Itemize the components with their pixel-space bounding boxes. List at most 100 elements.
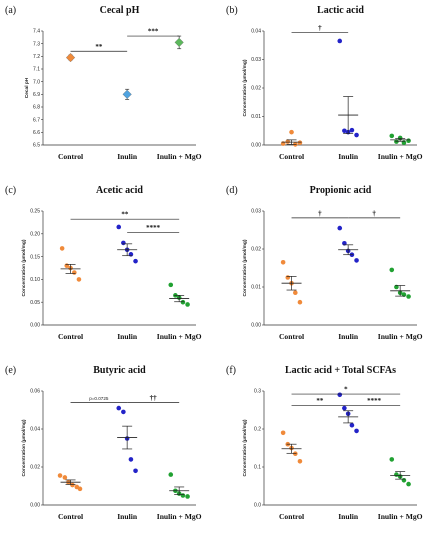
y-tick-label: 7.3 (33, 41, 40, 47)
data-point (293, 451, 298, 457)
y-tick-label: 0.25 (30, 209, 40, 215)
panel-b: (b) Lactic acid 0.00 0.01 0.02 0.03 0.04 Concen… (226, 5, 423, 161)
mean-marker (65, 53, 76, 63)
panel-title: Lactic acid + Total SCFAs (285, 365, 396, 376)
x-category-label: Inulin (117, 512, 138, 521)
data-point (121, 409, 126, 415)
x-category-label: Inulin (117, 152, 138, 161)
data-point (116, 224, 122, 230)
mean-marker (174, 37, 184, 47)
y-tick-label: 0.02 (251, 86, 261, 92)
significance-label: ** (95, 43, 103, 51)
data-point (342, 405, 347, 411)
y-axis-label: Cecal pH (24, 77, 30, 98)
y-tick-label: 0.03 (251, 57, 261, 63)
data-point (133, 468, 138, 474)
y-tick-label: 0.20 (30, 232, 40, 238)
data-point (168, 472, 174, 477)
data-point (180, 493, 186, 498)
data-point (297, 459, 303, 464)
panel-a: (a) Cecal pH 6.5 6.6 6.7 6.8 6.9 7.0 7.1 7.2 7.3 7.… (5, 5, 202, 161)
data-point (285, 275, 291, 280)
y-tick-label: 0.01 (251, 114, 261, 120)
data-point (342, 241, 347, 246)
data-point (401, 292, 407, 297)
x-category-label: Control (279, 512, 304, 521)
x-category-label: Inulin + MgO (378, 512, 423, 521)
y-tick-label: 7.1 (33, 67, 40, 73)
y-tick-label: 0.06 (30, 389, 40, 395)
x-category-label: Control (58, 152, 83, 161)
panel-d: (d) Propionic acid 0.00 0.01 0.02 0.03 Concent… (226, 185, 423, 341)
y-tick-label: 6.8 (33, 105, 40, 111)
y-tick-label: 0.05 (30, 300, 40, 306)
data-point (354, 132, 359, 138)
significance-label: **** (367, 397, 382, 405)
data-point (389, 267, 395, 273)
significance-label: *** (148, 28, 159, 36)
data-point (57, 473, 63, 478)
y-tick-label: 0.04 (251, 29, 261, 35)
panel-label: (c) (5, 185, 16, 196)
x-category-label: Inulin + MgO (157, 152, 202, 161)
y-tick-label: 7.0 (33, 79, 40, 85)
significance-label: † (318, 24, 322, 32)
data-point (285, 139, 291, 144)
y-tick-label: 7.2 (33, 54, 40, 60)
y-axis-label: Concentration (µmol/mg) (242, 239, 248, 296)
data-point (168, 282, 174, 288)
data-point (72, 270, 77, 275)
data-point (293, 290, 298, 296)
significance-label: ** (316, 397, 324, 405)
y-tick-label: 0.15 (30, 254, 40, 260)
y-tick-label: 0.02 (30, 465, 40, 471)
data-point (59, 246, 65, 251)
y-axis-label: Concentration (µmol/mg) (21, 419, 27, 476)
mean-marker (122, 89, 132, 99)
data-point (62, 475, 68, 480)
x-category-label: Inulin + MgO (378, 152, 423, 161)
data-point (121, 240, 126, 246)
y-tick-label: 0.2 (254, 427, 261, 433)
data-point (406, 481, 411, 487)
data-point (349, 127, 355, 133)
y-tick-label: 0.00 (251, 143, 261, 149)
data-point (297, 140, 303, 146)
data-point (185, 302, 190, 307)
y-tick-label: 6.6 (33, 130, 40, 136)
y-axis-label: Concentration (µmol/mg) (242, 59, 248, 116)
data-point (116, 405, 122, 411)
panel-f: (f) Lactic acid + Total SCFAs 0.0 0.1 0.2 0.3… (226, 365, 423, 521)
data-point (354, 258, 359, 263)
significance-label: † (318, 209, 322, 217)
significance-label: * (344, 386, 348, 394)
panel-e: (e) Butyric acid 0.00 0.02 0.04 0.06 Concentra… (5, 365, 202, 521)
x-category-label: Control (58, 512, 83, 521)
y-tick-label: 0.00 (30, 503, 40, 509)
data-point (77, 486, 83, 492)
data-point (406, 294, 411, 299)
x-category-label: Control (58, 332, 83, 341)
y-tick-label: 6.7 (33, 117, 40, 123)
data-point (180, 299, 186, 305)
panel-title: Butyric acid (93, 365, 146, 376)
data-point (128, 457, 134, 462)
significance-label: p=0.0725 (89, 396, 109, 401)
y-tick-label: 0.01 (251, 285, 261, 291)
y-tick-label: 0.02 (251, 247, 261, 253)
y-axis-label: Concentration (µmol/mg) (242, 419, 248, 476)
panel-title: Propionic acid (310, 185, 372, 196)
panel-label: (f) (226, 365, 236, 376)
y-tick-label: 0.3 (254, 389, 261, 395)
data-point (70, 482, 75, 488)
x-category-label: Control (279, 152, 304, 161)
data-point (289, 129, 294, 135)
y-axis-label: Concentration (µmol/mg) (21, 239, 27, 296)
panel-c: (c) Acetic acid 0.00 0.05 0.10 0.15 0.20 0.25 Co… (5, 185, 202, 341)
panel-title: Lactic acid (317, 5, 364, 16)
data-point (389, 457, 395, 462)
x-category-label: Inulin + MgO (157, 512, 202, 521)
panel-title: Acetic acid (96, 185, 143, 196)
data-point (133, 258, 138, 264)
